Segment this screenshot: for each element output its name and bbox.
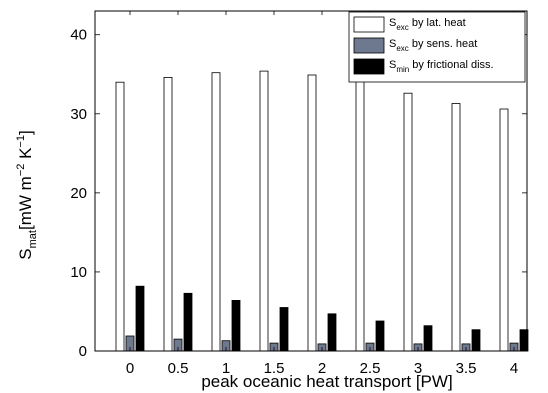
legend-entry-3: Smin by frictional diss. xyxy=(389,59,494,74)
x-axis-label: peak oceanic heat transport [PW] xyxy=(201,372,452,391)
bar-series-3-cat-5 xyxy=(375,320,385,352)
y-axis-label-exp1: −2 xyxy=(15,164,27,177)
bar-series-1-cat-6 xyxy=(403,92,413,352)
legend-swatch-1 xyxy=(353,16,385,33)
x-tick-label: 0 xyxy=(126,360,134,377)
x-tick-label: 3 xyxy=(414,360,422,377)
bar-series-1-cat-3 xyxy=(259,70,269,352)
bar-series-3-cat-0 xyxy=(135,285,145,352)
x-tick-label: 2.5 xyxy=(360,360,381,377)
legend-swatch-3 xyxy=(353,58,385,75)
legend: Sexc by lat. heat Sexc by sens. heat Smin … xyxy=(348,11,526,83)
bar-series-3-cat-7 xyxy=(471,329,481,352)
bar-series-3-cat-2 xyxy=(231,299,241,352)
x-tick-label: 3.5 xyxy=(456,360,477,377)
bar-series-3-cat-6 xyxy=(423,325,433,352)
plot-frame xyxy=(94,10,528,352)
x-tick-label: 0.5 xyxy=(168,360,189,377)
y-tick-label: 0 xyxy=(79,343,87,360)
y-tick-label: 10 xyxy=(70,264,87,281)
x-tick-label: 2 xyxy=(318,360,326,377)
y-axis-label-subscript: mat xyxy=(27,230,39,248)
bar-series-1-cat-4 xyxy=(307,74,317,352)
bar-series-1-cat-0 xyxy=(115,81,125,352)
bar-series-3-cat-4 xyxy=(327,313,337,352)
y-axis-label-mid: K xyxy=(16,147,35,164)
y-axis-label-open: [mW m xyxy=(16,176,35,230)
legend-swatch-2 xyxy=(353,37,385,54)
bar-series-1-cat-7 xyxy=(451,103,461,352)
bar-series-1-cat-8 xyxy=(499,108,509,352)
y-axis-label-symbol: S xyxy=(16,248,35,259)
y-tick-label: 20 xyxy=(70,185,87,202)
bars-layer xyxy=(115,70,529,352)
bar-series-1-cat-5 xyxy=(355,81,365,352)
x-tick-label: 1 xyxy=(222,360,230,377)
bar-series-1-cat-1 xyxy=(163,77,173,352)
x-tick-label: 1.5 xyxy=(264,360,285,377)
y-axis-label: Smat[mW m−2 K−1] xyxy=(15,130,39,259)
bar-series-3-cat-1 xyxy=(183,292,193,352)
y-tick-label: 30 xyxy=(70,106,87,123)
y-axis-label-close: ] xyxy=(16,130,35,135)
y-tick-label: 40 xyxy=(70,27,87,44)
bar-series-3-cat-3 xyxy=(279,307,289,352)
legend-entry-2: Sexc by sens. heat xyxy=(389,38,477,53)
y-axis-label-exp2: −1 xyxy=(15,135,27,148)
legend-entry-1: Sexc by lat. heat xyxy=(389,17,466,32)
bar-series-1-cat-2 xyxy=(211,72,221,352)
x-tick-label: 4 xyxy=(510,360,518,377)
